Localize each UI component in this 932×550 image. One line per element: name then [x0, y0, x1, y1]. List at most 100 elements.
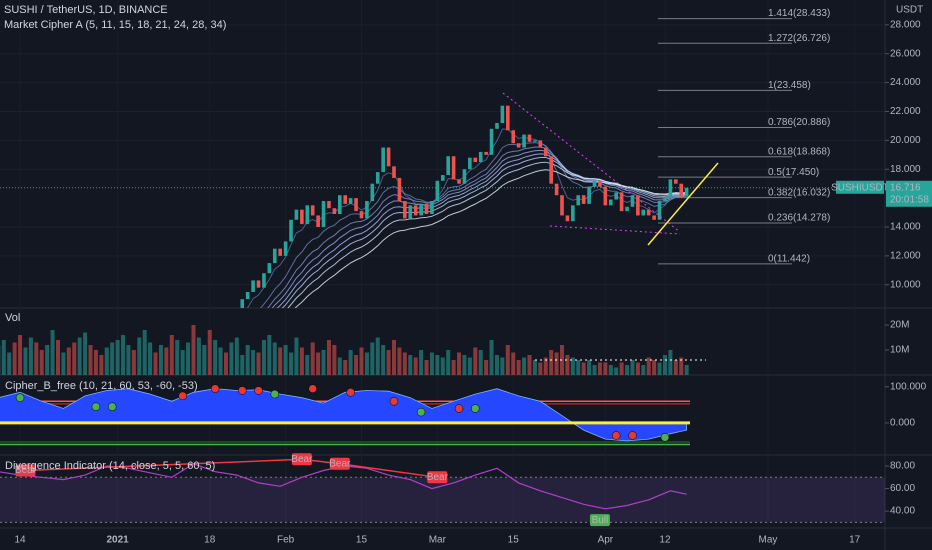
signal-dot: [471, 404, 480, 413]
candle: [462, 169, 467, 184]
candle: [240, 299, 245, 308]
volume-bar: [608, 365, 613, 375]
candle: [516, 143, 521, 148]
volume-bar: [169, 335, 174, 375]
candle: [381, 147, 385, 173]
volume-bar: [289, 352, 294, 375]
volume-bar: [261, 340, 266, 375]
candle: [484, 151, 488, 155]
candle: [478, 151, 483, 163]
volume-bar: [305, 355, 310, 375]
candle: [316, 215, 320, 227]
volume-bar: [597, 362, 602, 375]
ema-ribbon: [267, 146, 687, 308]
x-tick-label: 18: [204, 535, 216, 546]
y-tick-label: 26.000: [890, 48, 921, 59]
volume-bar: [603, 362, 608, 375]
rsi-band: [0, 477, 885, 523]
ema-ribbon: [287, 161, 687, 308]
volume-bar: [196, 337, 201, 375]
volume-bar: [619, 362, 624, 375]
x-tick-label: May: [758, 535, 777, 546]
volume-bar: [202, 345, 207, 375]
volume-bar: [646, 357, 651, 375]
volume-bar: [494, 355, 499, 375]
volume-bar: [234, 337, 239, 375]
volume-bar: [381, 345, 386, 375]
signal-dot: [416, 407, 426, 417]
volume-bar: [121, 335, 126, 375]
pane-title: Vol: [5, 312, 20, 324]
signal-dot: [15, 393, 25, 402]
y-tick-label: 20M: [890, 320, 909, 331]
volume-bar: [576, 360, 581, 375]
candle: [435, 180, 440, 202]
y-tick-label: 0.000: [890, 418, 915, 429]
volume-bar: [332, 345, 337, 375]
volume-bar: [635, 362, 640, 375]
candle: [321, 201, 326, 227]
volume-bar: [142, 330, 147, 375]
volume-bar: [99, 355, 104, 375]
volume-bar: [457, 352, 462, 375]
volume-bar: [45, 345, 50, 375]
y-tick-label: 28.000: [890, 19, 921, 30]
signal-label: Bull: [592, 515, 609, 526]
candle: [608, 199, 613, 206]
price-pane: [240, 105, 689, 308]
divergence-line: [25, 458, 438, 479]
fib-label: 0.618(18.868): [768, 146, 830, 157]
volume-bar: [83, 332, 88, 375]
candle: [251, 280, 255, 292]
volume-bar: [153, 352, 158, 375]
candle: [614, 192, 618, 200]
candle: [294, 209, 299, 220]
candle: [332, 208, 337, 214]
candle: [392, 166, 396, 178]
volume-bar: [272, 342, 277, 375]
candle: [543, 147, 548, 157]
volume-bar: [527, 355, 532, 375]
y-tick-label: 14.000: [890, 222, 921, 233]
volume-bar: [131, 350, 136, 375]
volume-bar: [104, 347, 109, 375]
price-tag: [886, 180, 932, 207]
volume-bar: [12, 342, 17, 375]
candle: [641, 209, 646, 216]
y-tick-label: 80.00: [890, 461, 915, 472]
candle: [592, 180, 597, 187]
candle: [560, 195, 564, 216]
volume-bar: [321, 350, 326, 375]
fib-label: 0.5(17.450): [768, 167, 819, 178]
volume-bar: [375, 337, 380, 375]
volume-bar: [684, 365, 689, 375]
candle: [630, 195, 635, 207]
signal-dot: [107, 402, 117, 411]
signal-label: Bear: [427, 472, 449, 483]
signal-box: [427, 471, 448, 484]
ema-ribbon: [294, 169, 687, 308]
candle: [446, 156, 450, 176]
volume-bar: [175, 340, 180, 375]
volume-bar: [440, 357, 445, 375]
volume-bar: [229, 342, 234, 375]
candle: [338, 195, 342, 214]
x-tick-label: 15: [356, 535, 368, 546]
fib-label: 0.236(14.278): [768, 213, 830, 224]
candle: [354, 198, 358, 212]
volume-bar: [505, 345, 510, 375]
price-tag-label: 16.716: [890, 182, 921, 193]
candle: [310, 205, 315, 216]
volume-bar: [511, 352, 516, 375]
candle: [646, 209, 651, 216]
y-tick-label: 12.000: [890, 251, 921, 262]
fib-label: 1.272(26.726): [768, 33, 830, 44]
candle: [375, 172, 380, 184]
candle: [403, 201, 407, 219]
trend-line: [549, 225, 681, 235]
candle: [668, 179, 673, 199]
candle: [565, 215, 570, 222]
volume-bar: [500, 357, 505, 375]
candle: [663, 198, 667, 202]
